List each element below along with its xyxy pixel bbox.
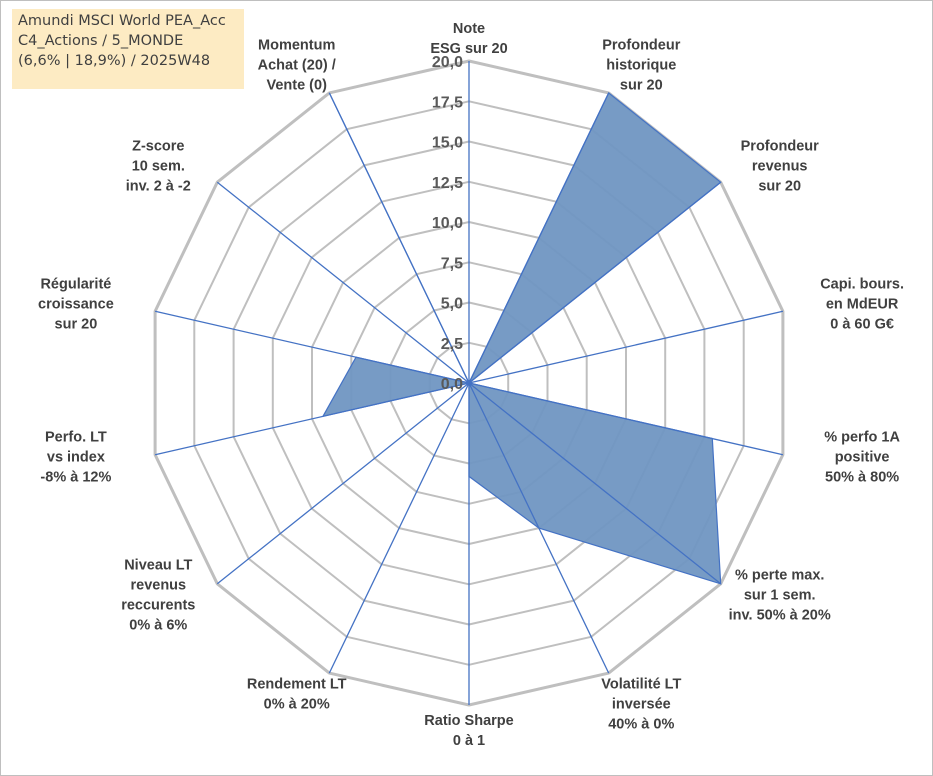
axis-label-line: revenus <box>752 159 808 175</box>
axis-label-4: % perfo 1A positive 50% à 80% <box>824 430 900 486</box>
axis-label-1: Profondeur historique sur 20 <box>602 38 680 94</box>
axis-spoke <box>154 382 470 456</box>
axis-label-2: Profondeur revenus sur 20 <box>741 139 819 195</box>
tick-labels: 0,0 2,5 5,0 7,5 10,0 12,5 15,0 17,5 20,0 <box>432 54 463 393</box>
series-layer <box>321 91 722 585</box>
axis-label-line: Régularité <box>40 277 111 293</box>
axis-label-3: Capi. bours. en MdEUR 0 à 60 G€ <box>820 277 904 333</box>
axis-label-line: 0 à 60 G€ <box>830 317 894 333</box>
axis-label-line: Capi. bours. <box>820 277 904 293</box>
axis-label-line: 0% à 20% <box>264 697 330 713</box>
axis-label-line: en MdEUR <box>826 297 899 313</box>
tick-label: 17,5 <box>432 94 463 111</box>
title-line-3: (6,6% | 18,9%) / 2025W48 <box>18 53 211 69</box>
axis-label-line: Profondeur <box>741 139 819 155</box>
axis-label-line: 40% à 0% <box>608 717 674 733</box>
axis-label-line: Vente (0) <box>266 78 327 94</box>
tick-label: 12,5 <box>432 175 463 192</box>
tick-label: 10,0 <box>432 215 463 232</box>
tick-label: 7,5 <box>441 255 463 272</box>
axis-label-12: Z-score 10 sem. inv. 2 à -2 <box>126 139 191 195</box>
axis-label-13: Momentum Achat (20) / Vente (0) <box>258 38 336 94</box>
tick-label: 2,5 <box>441 336 463 353</box>
axis-label-line: Momentum <box>258 38 335 54</box>
axis-label-line: Perfo. LT <box>45 430 107 446</box>
title-line-2: C4_Actions / 5_MONDE <box>18 33 184 49</box>
axis-label-5: % perte max. sur 1 sem. inv. 50% à 20% <box>729 568 831 624</box>
axis-label-10: Perfo. LT vs index -8% à 12% <box>40 430 111 486</box>
axis-label-line: ESG sur 20 <box>430 41 507 57</box>
axis-label-6: Volatilité LT inversée 40% à 0% <box>601 677 681 733</box>
axis-spoke <box>468 310 784 384</box>
title-line-1: Amundi MSCI World PEA_Acc <box>18 13 226 29</box>
axis-spoke <box>468 382 722 585</box>
axis-spoke <box>328 92 470 384</box>
tick-label: 15,0 <box>432 135 463 152</box>
series-area-0 <box>321 91 722 585</box>
axis-spoke <box>468 92 610 384</box>
axis-label-line: vs index <box>47 450 105 466</box>
axis-label-line: % perte max. <box>735 568 824 584</box>
axis-label-0: Note ESG sur 20 <box>430 21 507 57</box>
tick-label: 20,0 <box>432 54 463 71</box>
axis-label-8: Rendement LT 0% à 20% <box>247 677 347 713</box>
axis-label-line: positive <box>835 450 890 466</box>
axis-label-line: Profondeur <box>602 38 680 54</box>
tick-label: 0,0 <box>441 376 463 393</box>
axis-label-7: Ratio Sharpe 0 à 1 <box>424 713 513 749</box>
axis-label-line: revenus <box>130 578 186 594</box>
axis-spoke <box>216 382 470 585</box>
axis-spoke <box>328 382 470 674</box>
axis-label-line: Note <box>453 21 485 37</box>
axis-label-9: Niveau LT revenus reccurents 0% à 6% <box>121 558 195 634</box>
axis-label-line: Volatilité LT <box>601 677 681 693</box>
axis-label-11: Régularité croissance sur 20 <box>38 277 114 333</box>
axis-label-line: sur 20 <box>55 317 98 333</box>
axis-label-line: inv. 2 à -2 <box>126 179 191 195</box>
axis-label-line: % perfo 1A <box>824 430 900 446</box>
chart-title-box: Amundi MSCI World PEA_Acc C4_Actions / 5… <box>12 9 244 89</box>
axis-labels: Note ESG sur 20 Profondeur historique sur 20… <box>38 21 904 749</box>
spoke-layer <box>154 61 784 705</box>
axis-label-line: 50% à 80% <box>825 470 899 486</box>
axis-label-line: sur 1 sem. <box>744 588 816 604</box>
axis-label-line: -8% à 12% <box>40 470 111 486</box>
axis-label-line: sur 20 <box>758 179 801 195</box>
axis-label-line: Niveau LT <box>124 558 192 574</box>
axis-label-line: inversée <box>612 697 671 713</box>
axis-label-line: 0% à 6% <box>129 618 187 634</box>
axis-spoke <box>216 181 470 384</box>
axis-label-line: historique <box>606 58 676 74</box>
axis-label-line: inv. 50% à 20% <box>729 608 831 624</box>
axis-label-line: Z-score <box>132 139 184 155</box>
axis-label-line: Achat (20) / <box>258 58 336 74</box>
axis-spoke <box>154 310 470 384</box>
tick-label: 5,0 <box>441 296 463 313</box>
axis-label-line: Ratio Sharpe <box>424 713 513 729</box>
axis-label-line: 10 sem. <box>132 159 185 175</box>
axis-spoke <box>468 181 722 384</box>
axis-label-line: croissance <box>38 297 114 313</box>
axis-label-line: 0 à 1 <box>453 733 485 749</box>
axis-label-line: sur 20 <box>620 78 663 94</box>
axis-label-line: reccurents <box>121 598 195 614</box>
axis-spoke <box>468 382 784 456</box>
axis-spoke <box>468 382 610 674</box>
axis-label-line: Rendement LT <box>247 677 347 693</box>
